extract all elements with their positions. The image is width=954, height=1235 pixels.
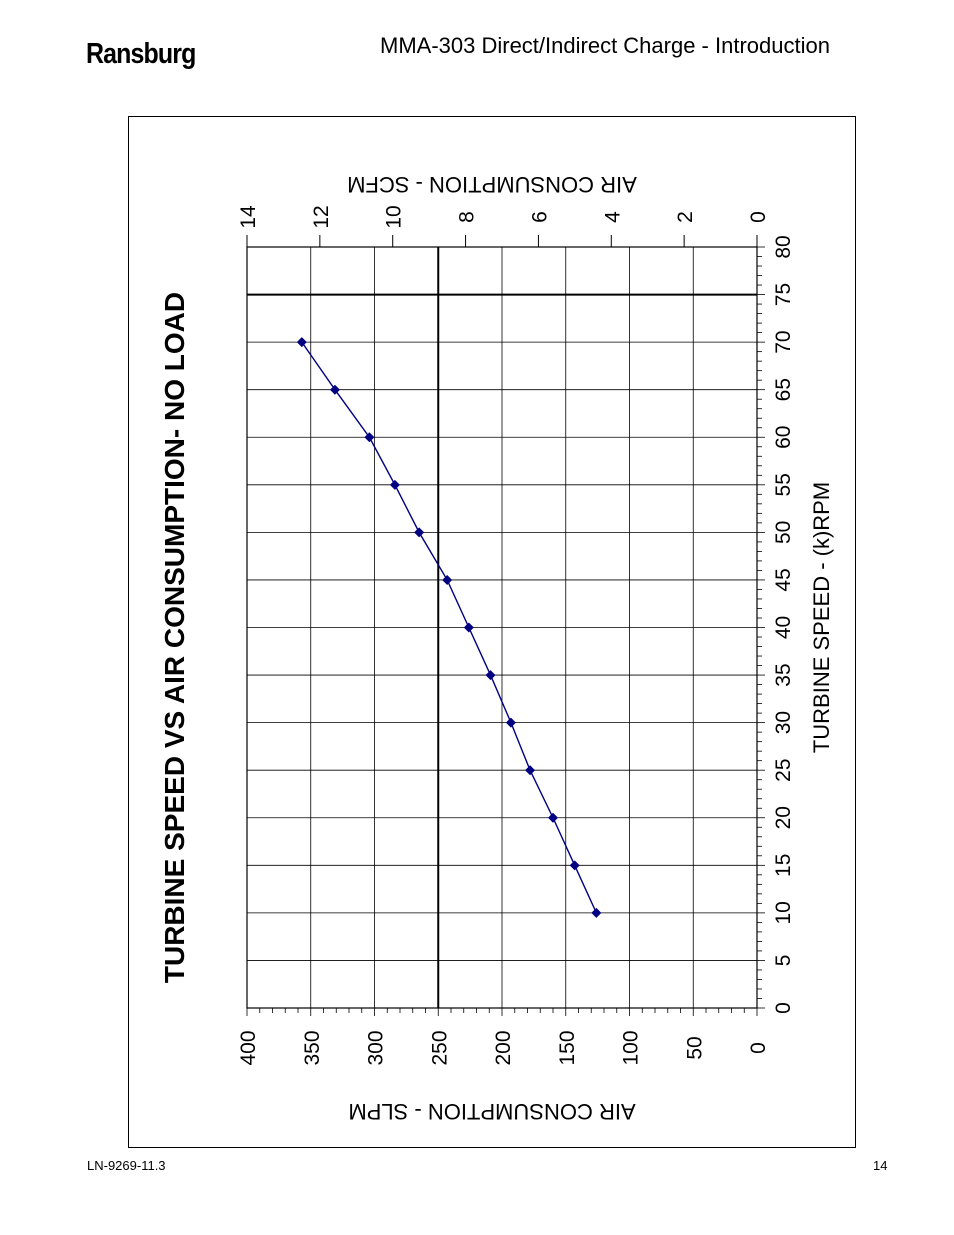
x-tick-label: 80 [772,235,795,258]
chart-title: TURBINE SPEED VS AIR CONSUMPTION- NO LOA… [159,292,190,983]
y2-tick-label: 12 [310,205,333,228]
x-tick-label: 45 [772,568,795,591]
data-point [389,479,400,490]
x-tick-label: 20 [772,806,795,829]
data-point [485,670,496,681]
grid-layer [246,246,758,1009]
data-point [329,384,340,395]
brand-logo: Ransburg [86,38,196,70]
x-tick-label: 75 [772,283,795,306]
x-tick-label: 0 [772,1002,795,1014]
x-tick-label: 5 [772,955,795,967]
y-tick-label: 300 [365,1030,388,1065]
y2-tick-label: 8 [456,211,479,223]
data-point [525,765,536,776]
y2-tick-label: 14 [237,205,260,229]
x-tick-label: 60 [772,426,795,449]
x-tick-label: 30 [772,711,795,734]
data-point [442,574,453,585]
x-tick-label: 35 [772,663,795,686]
y2-tick-label: 0 [747,211,770,223]
x-tick-label: 40 [772,616,795,639]
data-point [414,527,425,538]
x-tick-label: 10 [772,901,795,924]
document-title: MMA-303 Direct/Indirect Charge - Introdu… [380,33,830,58]
document-number: LN-9269-11.3 [87,1158,166,1173]
label-layer: 0510152025303540455055606570758005010015… [159,172,834,1124]
data-point [591,907,602,918]
x-tick-label: 25 [772,759,795,782]
y2-tick-label: 10 [383,205,406,228]
air-consumption-chart: 0510152025303540455055606570758005010015… [159,172,834,1124]
x-tick-label: 55 [772,473,795,496]
data-point [364,432,375,443]
chart-frame: 0 5 10 15 20 25 30 35 40 45 50 55 60 65 70 75 80 0 50 100 15… [128,116,856,1148]
y-axis-title: AIR CONSUMPTION - SLPM [348,1099,635,1124]
x-tick-label: 65 [772,378,795,401]
y2-tick-label: 4 [601,211,624,223]
reference-lines [247,247,757,1008]
x-axis-title: TURBINE SPEED - (k)RPM [809,482,834,753]
data-point [569,860,580,871]
y2-tick-label: 2 [674,211,697,223]
y2-tick-label: 6 [528,211,551,223]
y-tick-label: 100 [620,1030,643,1065]
series-layer [296,337,602,918]
data-point [296,337,307,348]
data-point [548,812,558,823]
x-tick-label: 50 [772,521,795,544]
y-tick-label: 250 [428,1030,451,1065]
tick-layer [246,235,765,1016]
y-tick-label: 400 [237,1030,260,1065]
y-tick-label: 200 [492,1030,515,1065]
y-tick-label: 50 [683,1036,706,1059]
data-point [463,622,474,633]
y-tick-label: 0 [747,1042,770,1054]
y-tick-label: 350 [301,1030,324,1065]
page-number: 14 [873,1158,888,1173]
y-tick-label: 150 [556,1030,579,1065]
x-tick-label: 70 [772,330,795,353]
data-point [505,717,516,728]
y2-axis-title: AIR CONSUMPTION - SCFM [347,172,637,197]
x-tick-label: 15 [772,854,795,877]
